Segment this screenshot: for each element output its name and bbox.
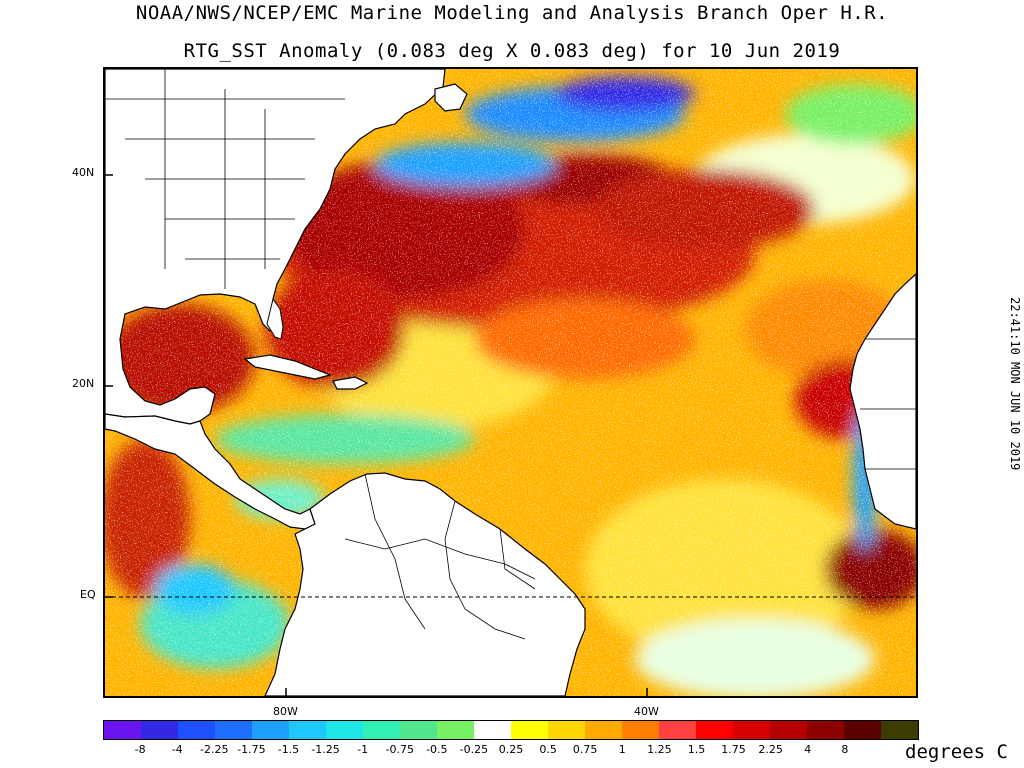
north-america [105, 69, 446, 425]
colorbar-tick-label: -4 [171, 743, 183, 756]
florida [266, 297, 284, 340]
colorbar-swatch [696, 721, 733, 739]
colorbar-tick-label: 1.75 [721, 743, 746, 756]
colorbar-swatch [178, 721, 215, 739]
south-america [264, 472, 586, 696]
axis-ticks [105, 174, 648, 696]
colorbar-tick-label: 1.25 [647, 743, 672, 756]
chart-title-line-1: NOAA/NWS/NCEP/EMC Marine Modeling and An… [135, 2, 889, 24]
chart-title-line-2: RTG_SST Anomaly (0.083 deg X 0.083 deg) … [183, 40, 841, 62]
colorbar-tick-label: 8 [841, 743, 849, 756]
colorbar-swatch [659, 721, 696, 739]
colorbar-swatch [326, 721, 363, 739]
land-masses [105, 69, 916, 696]
colorbar-tick-label: 2.25 [758, 743, 783, 756]
colorbar-tick-label: -1.75 [237, 743, 266, 756]
newfoundland [434, 83, 468, 112]
colorbar-swatch [733, 721, 770, 739]
colorbar-tick-label: -1.25 [311, 743, 340, 756]
colorbar-tick-label: -0.25 [459, 743, 489, 756]
colorbar-swatch [548, 721, 585, 739]
units-label: degrees C [905, 741, 1008, 763]
cuba [243, 354, 332, 380]
colorbar-tick-label: -8 [134, 743, 146, 756]
sst-anomaly-map [103, 67, 918, 698]
colorbar-tick-label: 1.5 [687, 743, 706, 756]
colorbar-tick-label: 0.75 [572, 743, 598, 756]
timestamp: 22:41:10 MON JUN 10 2019 [1008, 297, 1022, 471]
colorbar-swatch [215, 721, 252, 739]
colorbar-swatch [104, 721, 141, 739]
colorbar-swatch [363, 721, 400, 739]
colorbar-swatch [437, 721, 474, 739]
lon-label-80w: 80W [273, 705, 298, 718]
colorbar-swatch [511, 721, 548, 739]
colorbar-swatch [770, 721, 807, 739]
colorbar-swatch [252, 721, 289, 739]
lat-label-eq: EQ [80, 588, 96, 601]
colorbar-tick-label: 4 [804, 743, 812, 756]
lat-label-20n: 20N [72, 377, 95, 390]
colorbar-tick-label: -0.5 [426, 743, 448, 756]
colorbar-swatch [289, 721, 326, 739]
colorbar-swatch [807, 721, 844, 739]
colorbar-tick-label: -2.25 [200, 743, 229, 756]
lon-label-40w: 40W [634, 705, 659, 718]
colorbar-swatch [141, 721, 178, 739]
colorbar [103, 720, 919, 740]
colorbar-tick-label: -1 [357, 743, 369, 756]
colorbar-tick-label: -0.75 [385, 743, 414, 756]
colorbar-swatch [881, 721, 918, 739]
colorbar-swatch [400, 721, 437, 739]
colorbar-tick-label: -1.5 [277, 743, 300, 756]
colorbar-tick-label: 1 [618, 743, 626, 756]
colorbar-swatch [585, 721, 622, 739]
map-canvas [105, 69, 916, 696]
colorbar-tick-label: 0.25 [498, 743, 524, 756]
colorbar-swatch [622, 721, 659, 739]
political-boundaries [105, 69, 916, 640]
colorbar-swatch [474, 721, 511, 739]
colorbar-tick-label: 0.5 [539, 743, 557, 756]
colorbar-swatch [844, 721, 881, 739]
africa [849, 273, 916, 530]
lat-label-40n: 40N [72, 166, 95, 179]
hispaniola [332, 376, 369, 390]
